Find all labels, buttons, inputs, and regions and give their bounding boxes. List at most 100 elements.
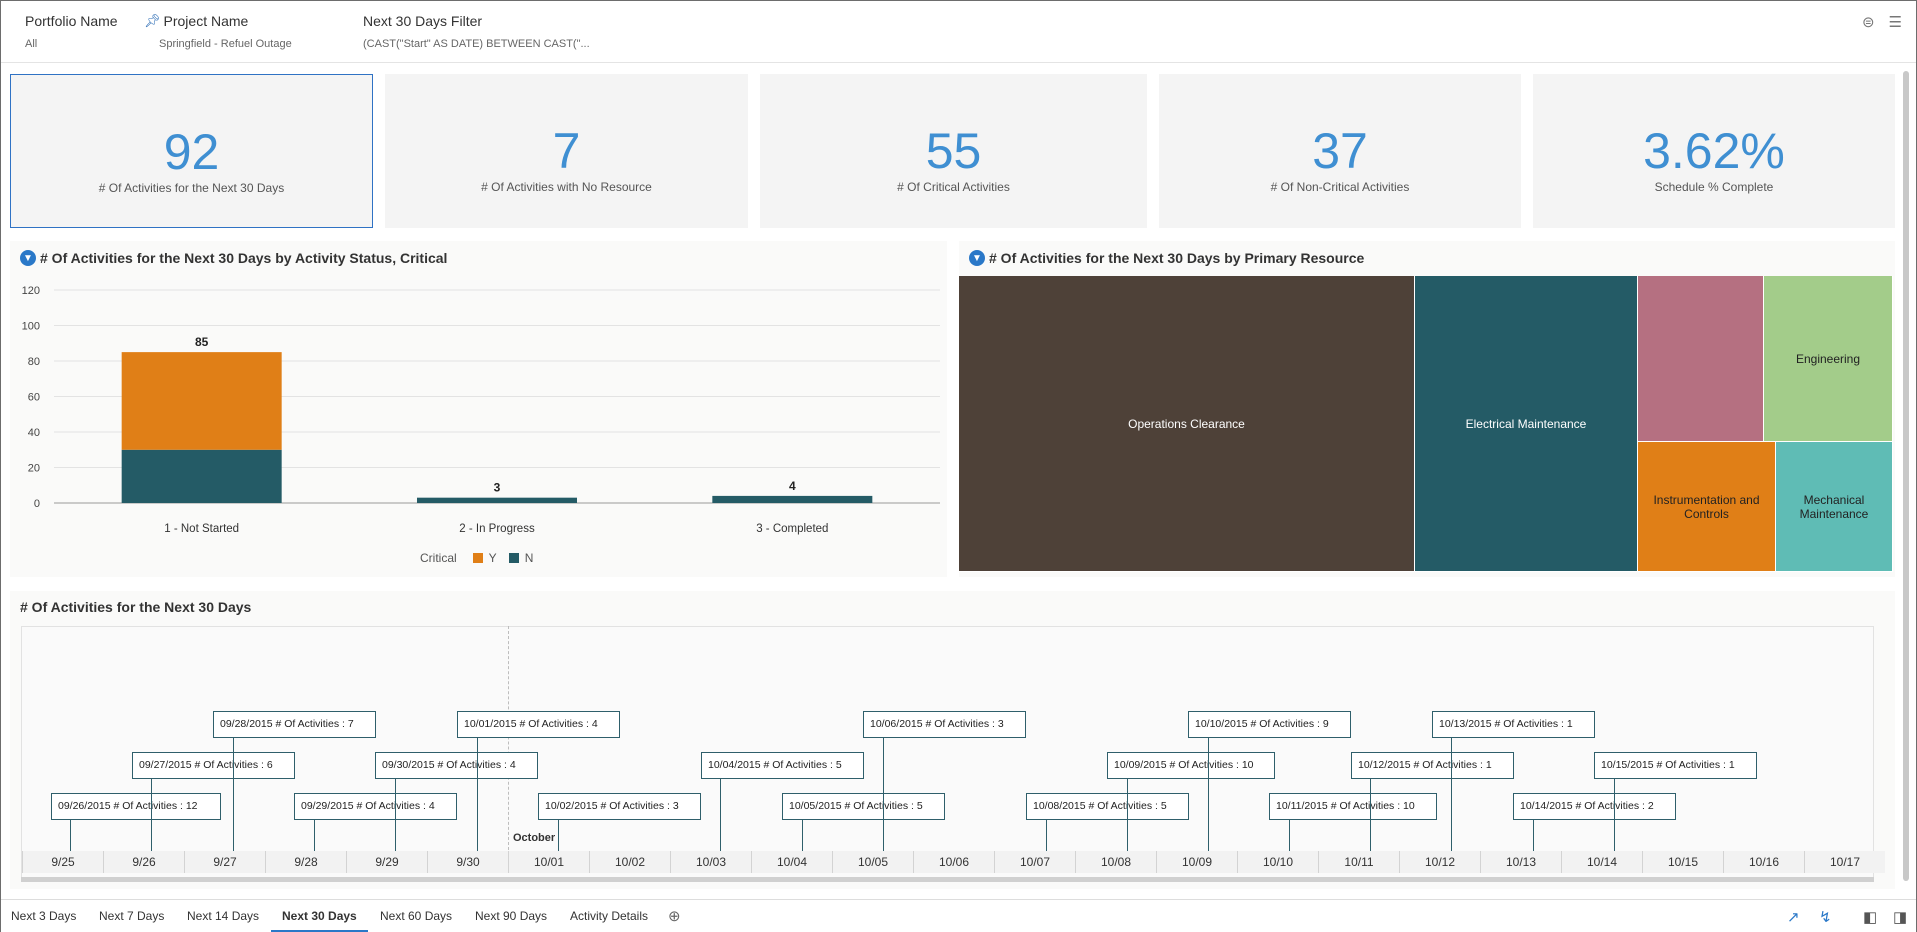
filter-options-icon[interactable]: ⊜ <box>1861 14 1875 31</box>
pin-icon[interactable]: 📌︎ <box>144 13 161 28</box>
kpi-value: 7 <box>552 123 581 179</box>
refresh-icon[interactable]: ↯ <box>1819 909 1832 926</box>
treemap-cell-label: Electrical Maintenance <box>1465 416 1587 431</box>
timeline-connector <box>151 779 152 851</box>
timeline-event-label[interactable]: 10/02/2015 # Of Activities : 3 <box>538 793 701 820</box>
kpi-tile-non-critical[interactable]: 37 # Of Non-Critical Activities <box>1159 74 1521 228</box>
kpi-value: 3.62% <box>1643 123 1785 179</box>
kpi-tile-no-resource[interactable]: 7 # Of Activities with No Resource <box>385 74 748 228</box>
kpi-tile-schedule-complete[interactable]: 3.62% Schedule % Complete <box>1533 74 1895 228</box>
bar-chart: 0 20 40 60 80 100 120 85 1 - Not Started 3 2 - In … <box>22 285 940 535</box>
timeline-event-label[interactable]: 10/15/2015 # Of Activities : 1 <box>1594 752 1757 779</box>
tab-next-3-days[interactable]: Next 3 Days <box>11 909 77 923</box>
timeline-tick-label: 9/28 <box>265 851 346 873</box>
filter-icon[interactable]: ▼ <box>20 250 36 266</box>
legend-title: Critical <box>420 551 457 565</box>
timeline-event-label[interactable]: 10/11/2015 # Of Activities : 10 <box>1269 793 1437 820</box>
timeline-event-label[interactable]: 09/30/2015 # Of Activities : 4 <box>375 752 538 779</box>
timeline-tick-label: 10/04 <box>751 851 832 873</box>
timeline-scrollbar[interactable] <box>21 877 1874 882</box>
filter-portfolio[interactable]: Portfolio Name All <box>25 13 118 50</box>
timeline-tick-label: 9/25 <box>22 851 103 873</box>
filter-value: Springfield - Refuel Outage <box>159 38 292 50</box>
timeline-event-label[interactable]: 10/12/2015 # Of Activities : 1 <box>1351 752 1514 779</box>
tab-activity-details[interactable]: Activity Details <box>570 909 649 923</box>
filter-icon[interactable]: ▼ <box>969 250 985 266</box>
scrollbar-thumb[interactable] <box>1903 71 1909 881</box>
timeline-event-label[interactable]: 10/08/2015 # Of Activities : 5 <box>1026 793 1189 820</box>
tab-next-14-days[interactable]: Next 14 Days <box>187 909 260 923</box>
data-label: 3 <box>494 481 501 495</box>
timeline-connector <box>314 820 315 851</box>
month-label: October <box>513 832 556 844</box>
filter-next-30-days[interactable]: Next 30 Days Filter (CAST("Start" AS DAT… <box>363 13 590 50</box>
timeline-tick-label: 9/29 <box>346 851 427 873</box>
timeline-chart <box>21 626 1874 878</box>
timeline-event-label[interactable]: 09/29/2015 # Of Activities : 4 <box>294 793 457 820</box>
timeline-tick-label: 10/01 <box>508 851 589 873</box>
right-panel-icon[interactable]: ◨ <box>1893 909 1908 926</box>
timeline-connector <box>720 779 721 851</box>
timeline-connector <box>1046 820 1047 851</box>
treemap-panel: ▼ # Of Activities for the Next 30 Days by… <box>959 241 1895 577</box>
timeline-event-label[interactable]: 10/04/2015 # Of Activities : 5 <box>701 752 864 779</box>
tab-next-90-days[interactable]: Next 90 Days <box>475 909 548 923</box>
panel-title: # Of Activities for the Next 30 Days <box>20 599 252 615</box>
y-tick-label: 0 <box>34 498 40 510</box>
filter-value: (CAST("Start" AS DATE) BETWEEN CAST("... <box>363 38 590 50</box>
treemap-cell-instrumentation-controls[interactable]: Instrumentation and Controls <box>1638 442 1776 572</box>
legend-item-n[interactable]: N <box>524 551 534 565</box>
filter-bar: Portfolio Name All 📌︎ Project Name Spring… <box>1 1 1916 63</box>
filter-name: Project Name <box>163 13 249 29</box>
timeline-connector <box>395 779 396 851</box>
menu-icon[interactable]: ☰ <box>1888 14 1902 31</box>
tab-next-30-days[interactable]: Next 30 Days <box>271 900 368 932</box>
chart-legend: Critical Y N <box>420 551 533 565</box>
tab-next-60-days[interactable]: Next 60 Days <box>380 909 453 923</box>
chart-edit-icon[interactable]: ↗ <box>1787 909 1800 926</box>
treemap-cell-electrical-maintenance[interactable]: Electrical Maintenance <box>1415 276 1638 572</box>
treemap-cell-operations-clearance[interactable]: Operations Clearance <box>959 276 1415 572</box>
timeline-tick-label: 10/02 <box>589 851 670 873</box>
timeline-tick-label: 10/14 <box>1561 851 1642 873</box>
timeline-event-label[interactable]: 10/01/2015 # Of Activities : 4 <box>457 711 620 738</box>
bar-y <box>121 352 282 450</box>
timeline-tick-label: 10/13 <box>1480 851 1561 873</box>
treemap-cell-mechanical-maintenance[interactable]: Mechanical Maintenance <box>1776 442 1893 572</box>
kpi-tile-activities[interactable]: 92 # Of Activities for the Next 30 Days <box>10 74 373 228</box>
treemap-cell-unlabeled[interactable] <box>1638 276 1764 442</box>
left-panel-icon[interactable]: ◧ <box>1863 909 1878 926</box>
tab-next-7-days[interactable]: Next 7 Days <box>99 909 165 923</box>
timeline-connector <box>802 820 803 851</box>
timeline-connector <box>1208 738 1209 851</box>
timeline-event-label[interactable]: 09/27/2015 # Of Activities : 6 <box>132 752 295 779</box>
data-label: 4 <box>789 479 796 493</box>
timeline-event-label[interactable]: 10/10/2015 # Of Activities : 9 <box>1188 711 1351 738</box>
y-tick-label: 40 <box>28 427 40 439</box>
treemap: Operations Clearance Electrical Maintena… <box>959 276 1893 572</box>
kpi-value: 37 <box>1312 123 1368 179</box>
vertical-scrollbar[interactable] <box>1901 67 1911 887</box>
timeline-connector <box>558 820 559 851</box>
legend-item-y[interactable]: Y <box>488 551 497 565</box>
timeline-event-label[interactable]: 10/13/2015 # Of Activities : 1 <box>1432 711 1595 738</box>
timeline-event-label[interactable]: 10/06/2015 # Of Activities : 3 <box>863 711 1026 738</box>
add-tab-icon[interactable]: ⊕ <box>668 908 681 925</box>
timeline-event-label[interactable]: 09/28/2015 # Of Activities : 7 <box>213 711 376 738</box>
kpi-label: # Of Non-Critical Activities <box>1270 180 1410 194</box>
filter-name: Portfolio Name <box>25 13 118 29</box>
timeline-connector <box>1533 820 1534 851</box>
timeline-event-label[interactable]: 10/14/2015 # Of Activities : 2 <box>1513 793 1676 820</box>
timeline-tick-label: 10/03 <box>670 851 751 873</box>
timeline-connector <box>1127 779 1128 851</box>
month-divider <box>508 626 509 850</box>
timeline-event-label[interactable]: 09/26/2015 # Of Activities : 12 <box>51 793 221 820</box>
treemap-cell-engineering[interactable]: Engineering <box>1764 276 1893 442</box>
timeline-event-label[interactable]: 10/05/2015 # Of Activities : 5 <box>782 793 945 820</box>
timeline-tick-label: 10/15 <box>1642 851 1723 873</box>
filter-project[interactable]: 📌︎ Project Name Springfield - Refuel Outa… <box>144 13 292 50</box>
treemap-cell-label: Instrumentation and Controls <box>1653 492 1760 521</box>
timeline-tick-label: 10/12 <box>1399 851 1480 873</box>
kpi-tile-critical[interactable]: 55 # Of Critical Activities <box>760 74 1147 228</box>
timeline-event-label[interactable]: 10/09/2015 # Of Activities : 10 <box>1107 752 1275 779</box>
